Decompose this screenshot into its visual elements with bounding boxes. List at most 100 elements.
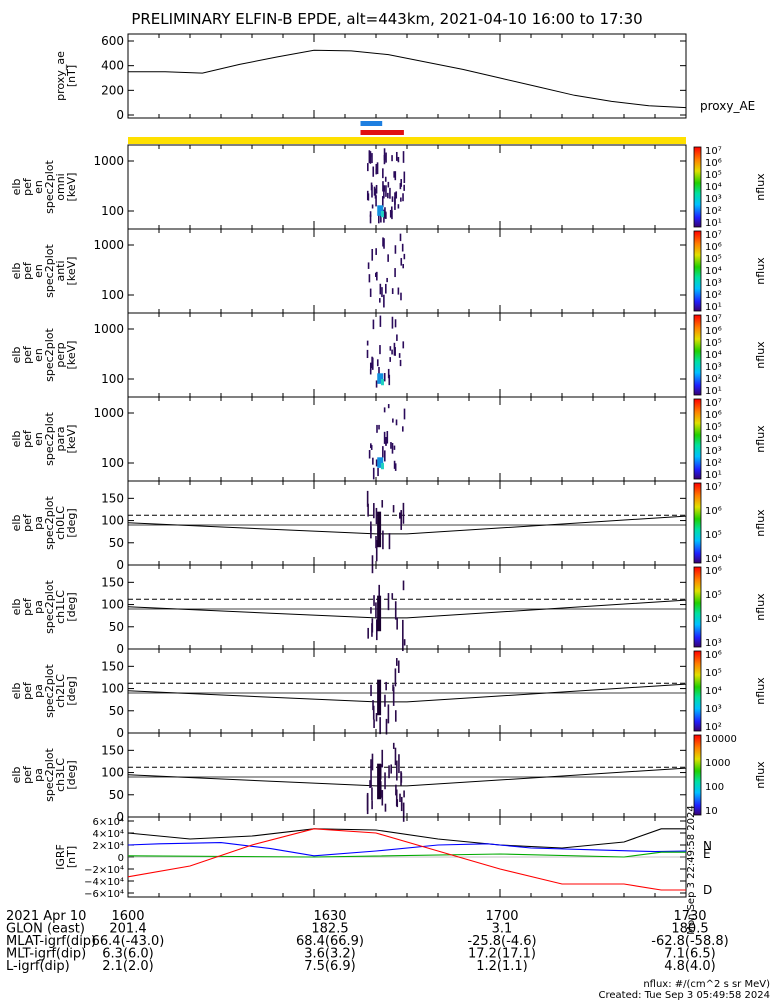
pixel-mark [383, 189, 385, 199]
y-tick-label: 200 [101, 83, 124, 97]
pixel-mark [366, 349, 369, 359]
pixel-mark [391, 349, 393, 355]
panel-frame [127, 396, 687, 482]
pixel-mark [387, 181, 390, 188]
footer-cell: 1.2(1.1) [476, 959, 528, 974]
pixel-mark [370, 759, 372, 768]
y-tick-label: 1000 [93, 238, 124, 252]
pixel-mark [366, 792, 369, 815]
pixel-mark [393, 460, 396, 469]
footer-cell: 1600 [111, 909, 144, 924]
pixel-mark [377, 457, 384, 468]
y-axis-label: anti [54, 260, 67, 281]
pixel-mark [385, 681, 387, 691]
pixel-mark [403, 184, 405, 191]
pixel-mark [369, 154, 372, 164]
y-axis-label: pa [32, 600, 45, 614]
pixel-mark [391, 442, 394, 454]
footer-cell: 17.2(17.1) [468, 947, 536, 962]
pixel-mark [381, 196, 384, 208]
pixel-mark [384, 772, 386, 790]
pixel-mark [400, 197, 402, 202]
y-axis-label: elb [10, 431, 23, 448]
y-axis-label: IGRF [54, 844, 67, 870]
colorbar-label: nflux [754, 173, 767, 201]
y-axis-label: [nT] [65, 846, 78, 868]
y-axis-label: perp [54, 342, 67, 367]
y-axis-label: [keV] [65, 341, 78, 370]
y-axis-label: en [32, 264, 45, 278]
colorbar-tick-label: 10³ [705, 638, 722, 649]
pixel-mark [400, 771, 402, 786]
pixel-mark [382, 237, 384, 247]
pixel-mark [395, 191, 398, 199]
pixel-mark [375, 184, 378, 194]
pixel-mark [366, 340, 369, 346]
colorbar-tick-label: 10⁴ [705, 434, 722, 445]
pixel-mark [375, 713, 378, 722]
colorbar [693, 482, 702, 564]
pixel-mark [385, 152, 387, 163]
pixel-mark [371, 618, 374, 633]
y-axis-label: pef [21, 765, 34, 784]
pixel-mark [402, 802, 405, 822]
pixel-mark [403, 408, 406, 420]
pixel-mark [399, 359, 402, 367]
pixel-mark [372, 319, 375, 330]
pixel-mark [389, 346, 392, 351]
pixel-mark [400, 801, 403, 812]
y-tick-label: 100 [101, 598, 124, 612]
pixel-mark [375, 272, 377, 277]
pixel-mark [395, 658, 398, 666]
pixel-mark [370, 526, 372, 539]
footer-cell: 180.5 [671, 922, 708, 937]
pixel-mark [402, 151, 405, 163]
colorbar-tick-label: 10⁶ [705, 242, 722, 253]
y-tick-label: 100 [101, 514, 124, 528]
pixel-mark [374, 188, 377, 199]
pixel-mark [371, 184, 373, 198]
y-tick-label: 50 [109, 704, 124, 718]
y-axis-label: elb [10, 179, 23, 196]
pixel-mark [387, 593, 390, 611]
y-axis-label: [nT] [65, 65, 78, 87]
pixel-mark [391, 196, 394, 202]
pixel-mark [403, 790, 405, 798]
pixel-mark [402, 502, 405, 524]
pixel-mark [377, 373, 384, 384]
colorbar-tick-label: 10⁶ [705, 410, 722, 421]
colorbar-tick-label: 1000 [705, 758, 730, 769]
colorbar-tick-label: 10¹ [705, 386, 722, 397]
pixel-mark [377, 763, 382, 800]
pixel-mark [391, 288, 394, 295]
pixel-mark [371, 800, 373, 810]
series-line-igrf [127, 851, 686, 858]
y-axis-label: ch3LC [54, 758, 67, 792]
colorbar-tick-label: 10² [705, 722, 722, 733]
y-tick-label: 1000 [93, 406, 124, 420]
pixel-mark [372, 467, 375, 480]
pixel-mark [391, 316, 394, 329]
y-axis-label: en [32, 432, 45, 446]
pixel-mark [401, 426, 404, 432]
pixel-mark [402, 639, 404, 652]
y-tick-label: 50 [109, 536, 124, 550]
pixel-mark [366, 490, 369, 507]
y-axis-label: pa [32, 768, 45, 782]
colorbar-tick-label: 10⁵ [705, 254, 722, 265]
y-axis-label: omni [54, 173, 67, 200]
colorbar-tick-label: 10⁵ [705, 530, 722, 541]
pixel-mark [395, 151, 398, 161]
pixel-mark [366, 190, 369, 201]
y-axis-label: pef [21, 345, 34, 364]
pixel-mark [370, 684, 372, 697]
pixel-mark [385, 436, 387, 446]
pixel-mark [394, 710, 397, 722]
series-line-igrf [127, 828, 686, 849]
colorbar-tick-label: 10⁴ [705, 266, 722, 277]
footer-cell: 1730 [673, 909, 706, 924]
colorbar-label: nflux [754, 509, 767, 537]
pixel-mark [396, 334, 398, 341]
pixel-mark [394, 245, 397, 254]
pixel-mark [376, 271, 378, 281]
